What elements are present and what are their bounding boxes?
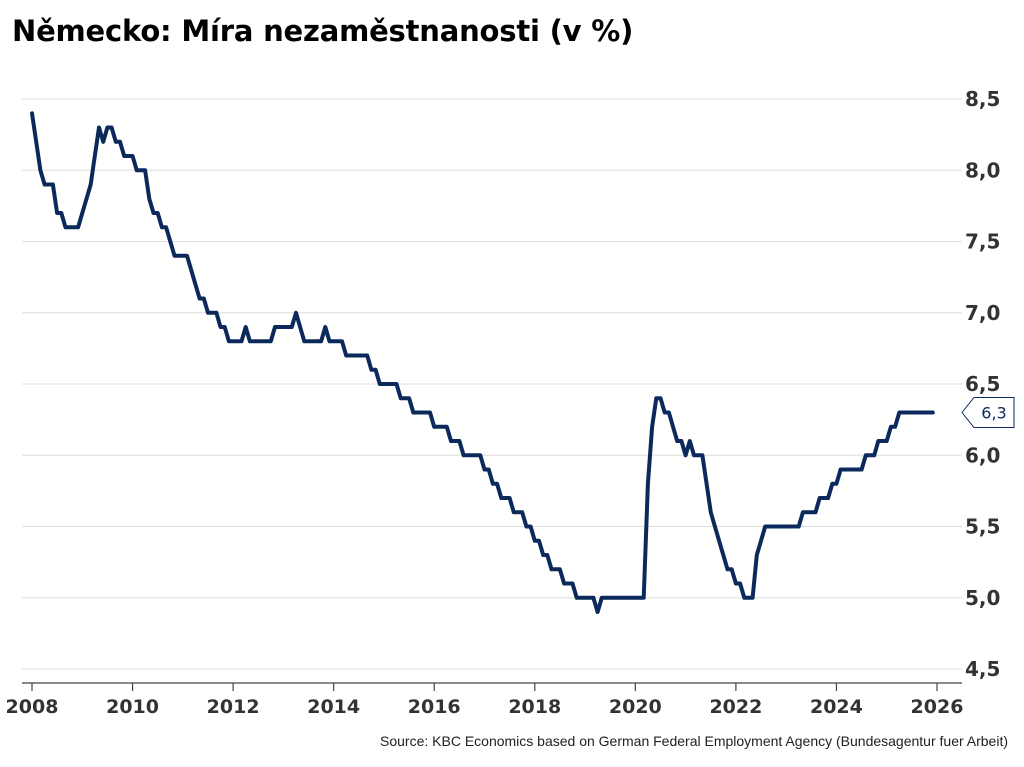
y-axis-ticks: 4,5 5,0 5,5 6,0 6,5 7,0 7,5 8,0 8,5 xyxy=(965,87,1000,681)
y-tick-label: 8,0 xyxy=(965,158,1000,182)
x-tick-label: 2020 xyxy=(609,696,662,718)
x-axis-ticks: 2008 2010 2012 2014 2016 2018 2020 2022 2024 2026 xyxy=(6,683,964,718)
x-tick-label: 2008 xyxy=(6,696,59,718)
unemployment-series-line xyxy=(30,111,935,614)
x-tick-label: 2014 xyxy=(307,696,360,718)
y-tick-label: 6,5 xyxy=(965,372,1000,396)
last-value-callout-box xyxy=(961,397,1015,428)
y-tick-label: 7,5 xyxy=(965,230,1000,254)
last-value-label: 6,3 xyxy=(981,404,1006,423)
y-tick-label: 4,5 xyxy=(965,657,1000,681)
series-layer xyxy=(30,111,935,614)
x-tick-label: 2026 xyxy=(911,696,964,718)
x-tick-label: 2010 xyxy=(106,696,159,718)
y-tick-label: 8,5 xyxy=(965,87,1000,111)
last-value-callout: 6,3 xyxy=(961,397,1015,428)
source-note: Source: KBC Economics based on German Fe… xyxy=(380,733,1008,749)
x-tick-label: 2018 xyxy=(508,696,561,718)
chart-title: Německo: Míra nezaměstnanosti (v %) xyxy=(12,14,634,48)
y-tick-label: 5,5 xyxy=(965,515,1000,539)
x-tick-label: 2022 xyxy=(709,696,762,718)
y-tick-label: 6,0 xyxy=(965,443,1000,467)
x-tick-label: 2024 xyxy=(810,696,863,718)
y-tick-label: 7,0 xyxy=(965,301,1000,325)
y-tick-label: 5,0 xyxy=(965,586,1000,610)
gridlines xyxy=(22,98,962,670)
x-tick-label: 2012 xyxy=(207,696,260,718)
x-tick-label: 2016 xyxy=(408,696,461,718)
